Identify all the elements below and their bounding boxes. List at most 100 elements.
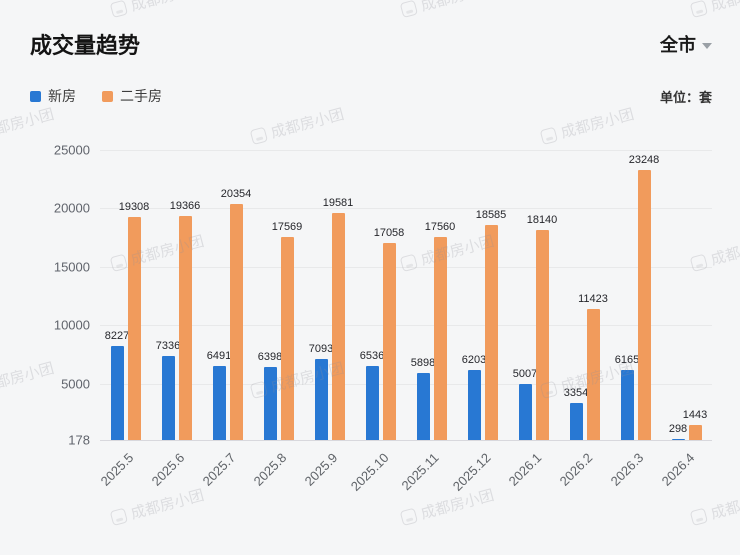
bar-value-label: 6203: [461, 353, 487, 366]
bar-column-new-home: 6203: [462, 354, 486, 440]
watermark: 成都房小团: [399, 484, 496, 529]
y-axis-tick-label: 20000: [53, 200, 90, 216]
bar-value-label: 5898: [410, 357, 436, 370]
bar-new-home[interactable]: [416, 373, 430, 440]
logo-icon: [109, 507, 129, 527]
bar-value-label: 6165: [614, 354, 640, 367]
bar-resale[interactable]: [637, 170, 651, 440]
legend-item-new-home[interactable]: 新房: [30, 86, 76, 106]
bar-new-home[interactable]: [569, 402, 583, 440]
bar-value-label: 1443: [682, 409, 708, 422]
bar-new-home[interactable]: [314, 359, 328, 440]
bar-resale[interactable]: [382, 242, 396, 440]
bar-resale[interactable]: [586, 308, 600, 440]
bar-value-label: 3354: [563, 386, 589, 399]
watermark-text: 成都房小团: [558, 105, 636, 142]
bar-resale[interactable]: [280, 236, 294, 440]
y-axis-tick-label: 178: [68, 432, 90, 448]
x-axis-label: 2026.1: [505, 450, 545, 489]
bar-column-new-home: 7093: [309, 343, 333, 440]
region-selector[interactable]: 全市: [660, 31, 712, 57]
bar-resale[interactable]: [127, 216, 141, 440]
legend-item-resale[interactable]: 二手房: [102, 86, 162, 106]
logo-icon: [539, 126, 559, 146]
y-axis-tick-label: 15000: [53, 259, 90, 275]
bar-value-label: 7336: [155, 340, 181, 353]
x-axis-label: 2025.6: [148, 450, 188, 489]
bar-resale[interactable]: [484, 224, 498, 440]
y-axis-tick-label: 5000: [61, 376, 90, 392]
logo-icon: [399, 0, 419, 19]
unit-label: 单位：套: [659, 89, 712, 105]
bar-column-resale: 19581: [323, 197, 353, 440]
watermark-text: 成都房小团: [0, 105, 56, 142]
bar-group: 6536 17058 2025.10: [347, 150, 406, 494]
bar-resale[interactable]: [433, 236, 447, 440]
watermark-text: 成都房小团: [708, 0, 740, 16]
bar-resale[interactable]: [229, 204, 243, 440]
x-axis-label: 2026.4: [658, 450, 698, 489]
x-axis-label: 2025.10: [347, 450, 392, 494]
plot-area: 25000 20000 15000 10000 5000 178 8227 19308 2025…: [54, 143, 712, 494]
bar-new-home[interactable]: [620, 370, 634, 440]
bar-column-new-home: 8227: [105, 330, 129, 440]
bar-value-label: 19581: [322, 197, 354, 210]
gridline: [100, 150, 712, 151]
bar-value-label: 17560: [424, 220, 456, 233]
bar-group: 298 1443 2026.4: [658, 150, 712, 488]
bar-value-label: 19308: [118, 200, 150, 213]
watermark: 成都房小团: [399, 0, 496, 21]
watermark-text: 成都房小团: [128, 486, 206, 523]
bar-new-home[interactable]: [518, 383, 532, 440]
bar-value-label: 6536: [359, 349, 385, 362]
logo-icon: [689, 507, 709, 527]
bar-groups: 8227 19308 2025.5 7336 19366 2025.6 6491 20354 2…: [97, 150, 712, 494]
page-title: 成交量趋势: [30, 33, 141, 58]
bar-value-label: 17569: [271, 220, 303, 233]
bar-new-home[interactable]: [467, 369, 481, 440]
bar-column-resale: 17058: [374, 227, 404, 440]
bar-value-label: 18585: [475, 208, 507, 221]
bar-resale[interactable]: [688, 425, 702, 440]
bar-column-new-home: 7336: [156, 340, 180, 440]
logo-icon: [109, 0, 129, 19]
bar-group: 7093 19581 2025.9: [301, 150, 355, 488]
logo-icon: [249, 126, 269, 146]
y-axis-tick-label: 25000: [53, 142, 90, 158]
bar-new-home[interactable]: [161, 356, 175, 440]
watermark: 成都房小团: [109, 484, 206, 529]
bar-group: 5898 17560 2025.11: [399, 150, 457, 493]
bar-resale[interactable]: [535, 230, 549, 440]
legend-label-new-home: 新房: [48, 88, 76, 104]
watermark: 成都房小团: [109, 0, 206, 21]
bar-group: 6203 18585 2025.12: [449, 150, 508, 494]
bar-column-new-home: 6398: [258, 351, 282, 440]
bar-resale[interactable]: [331, 213, 345, 440]
bar-value-label: 298: [668, 422, 688, 435]
bar-value-label: 19366: [169, 199, 201, 212]
bar-column-new-home: 3354: [564, 387, 588, 440]
logo-icon: [689, 0, 709, 19]
bar-group: 6491 20354 2025.7: [199, 150, 253, 488]
bar-column-resale: 20354: [221, 188, 251, 440]
bar-new-home[interactable]: [365, 365, 379, 440]
watermark: 成都房小团: [0, 357, 56, 402]
bar-resale[interactable]: [178, 215, 192, 440]
x-axis-label: 2025.9: [301, 450, 341, 489]
x-axis-label: 2025.12: [449, 450, 494, 494]
chevron-down-icon: [702, 42, 712, 49]
bar-new-home[interactable]: [212, 366, 226, 440]
y-axis-tick-label: 10000: [53, 317, 90, 333]
logo-icon: [399, 507, 419, 527]
bar-new-home[interactable]: [110, 345, 124, 440]
chart-header: 成交量趋势 全市: [30, 28, 712, 60]
bar-column-resale: 19366: [170, 200, 200, 440]
bar-value-label: 23248: [628, 154, 660, 167]
bar-new-home[interactable]: [263, 367, 277, 440]
x-axis-label: 2025.8: [250, 450, 290, 489]
bar-column-new-home: 298: [669, 423, 687, 440]
bar-group: 7336 19366 2025.6: [148, 150, 202, 489]
gridline: [100, 440, 712, 441]
bar-value-label: 6491: [206, 350, 232, 363]
bar-new-home[interactable]: [671, 438, 685, 440]
